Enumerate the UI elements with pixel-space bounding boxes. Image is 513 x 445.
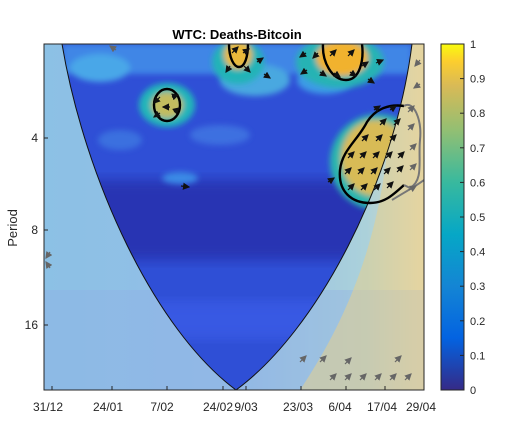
contour-apr-top xyxy=(321,44,364,82)
colorbar-tick-label: 0.3 xyxy=(470,281,485,293)
colorbar-tick-label: 0.2 xyxy=(470,316,485,328)
x-tick-label: 24/01 xyxy=(93,400,123,414)
colorbar-tick-label: 0.5 xyxy=(470,212,485,224)
chart-title: WTC: Deaths-Bitcoin xyxy=(172,27,301,42)
contour-feb xyxy=(152,87,182,123)
significant-blob-mar xyxy=(212,44,264,84)
faded-phase-arrows xyxy=(45,45,422,381)
y-axis: 4 8 16 Period xyxy=(5,131,48,332)
colorbar: 0 0.1 0.2 0.3 0.4 0.5 0.6 0.7 0.8 0.9 1 xyxy=(440,39,485,397)
x-axis: 31/12 24/01 7/02 24/02 9/03 23/03 6/04 17/04 29/… xyxy=(33,386,436,414)
cone-of-influence xyxy=(61,44,413,390)
colorbar-tick-label: 0 xyxy=(470,385,476,397)
x-tick-label: 17/04 xyxy=(367,400,397,414)
x-tick-label: 9/03 xyxy=(234,400,258,414)
y-tick-label: 16 xyxy=(25,318,39,332)
y-tick-label: 8 xyxy=(31,223,38,237)
x-tick-label: 29/04 xyxy=(406,400,436,414)
colorbar-tick-label: 0.7 xyxy=(470,143,485,155)
colorbar-tick-label: 0.8 xyxy=(470,108,485,120)
y-axis-label: Period xyxy=(5,209,20,247)
colorbar-tick-label: 1 xyxy=(470,39,476,51)
phase-arrows xyxy=(153,46,405,191)
y-tick-label: 4 xyxy=(31,131,38,145)
x-tick-label: 31/12 xyxy=(33,400,63,414)
x-tick-label: 24/02 xyxy=(203,400,233,414)
plot-area xyxy=(44,44,424,390)
x-tick-label: 7/02 xyxy=(150,400,174,414)
colorbar-tick-label: 0.6 xyxy=(470,177,485,189)
colorbar-tick-label: 0.4 xyxy=(470,247,485,259)
plot-frame xyxy=(43,43,425,391)
x-tick-label: 23/03 xyxy=(283,400,313,414)
x-tick-label: 6/04 xyxy=(328,400,352,414)
colorbar-tick-label: 0.9 xyxy=(470,74,485,86)
colorbar-tick-label: 0.1 xyxy=(470,350,485,362)
